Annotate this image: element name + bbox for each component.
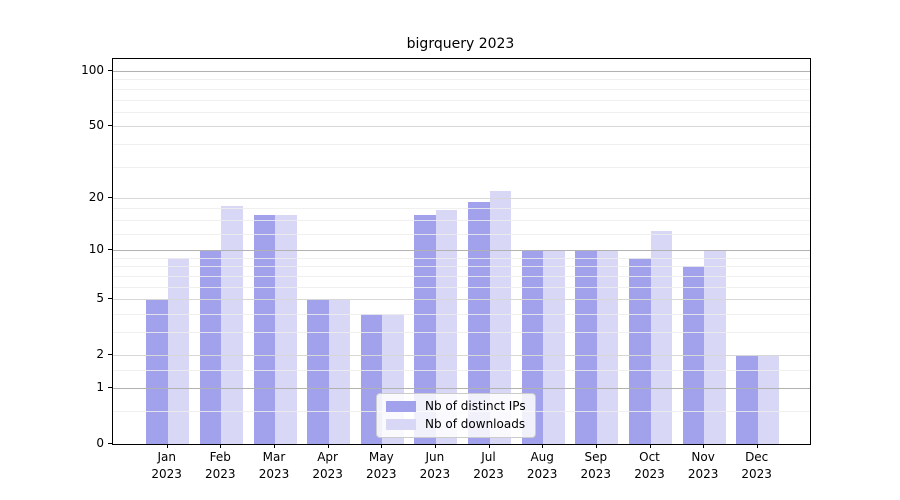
bar-downloads-aug xyxy=(543,250,565,444)
y-tick-mark xyxy=(108,443,112,444)
bar-downloads-jul xyxy=(489,191,511,444)
gridline xyxy=(113,219,810,221)
gridline xyxy=(113,299,810,301)
bar-downloads-mar xyxy=(275,215,297,444)
x-tick-mark xyxy=(166,444,168,448)
gridline xyxy=(113,286,810,288)
bar-distinct-ips-dec xyxy=(736,355,758,444)
bar-distinct-ips-apr xyxy=(307,299,329,444)
legend-swatch-downloads xyxy=(386,418,416,430)
x-tick-label-feb: Feb 2023 xyxy=(205,450,236,481)
bar-distinct-ips-jan xyxy=(146,299,168,444)
y-tick-mark xyxy=(108,70,112,71)
bar-downloads-feb xyxy=(221,206,243,444)
x-tick-mark xyxy=(542,444,544,448)
legend-swatch-distinct-ips xyxy=(386,400,416,412)
bar-downloads-oct xyxy=(650,231,672,444)
x-tick-mark xyxy=(381,444,383,448)
x-tick-label-jun: Jun 2023 xyxy=(419,450,451,481)
gridline xyxy=(113,71,810,72)
x-tick-label-dec: Dec 2023 xyxy=(741,450,772,481)
x-tick-label-mar: Mar 2023 xyxy=(258,450,290,481)
bar-downloads-nov xyxy=(704,250,726,444)
x-tick-label-aug: Aug 2023 xyxy=(526,450,558,481)
bar-downloads-sep xyxy=(596,250,619,444)
x-tick-label-nov: Nov 2023 xyxy=(687,450,719,481)
y-tick-label: 5 xyxy=(96,291,104,306)
x-tick-label-may: May 2023 xyxy=(366,450,397,481)
legend-item-distinct-ips: Nb of distinct IPs xyxy=(386,399,526,413)
legend: Nb of distinct IPs Nb of downloads xyxy=(376,393,536,438)
y-tick-mark xyxy=(108,354,112,356)
x-tick-mark xyxy=(703,444,705,448)
x-tick-label-jan: Jan 2023 xyxy=(151,450,182,481)
x-tick-mark xyxy=(756,444,758,448)
y-tick-label: 2 xyxy=(96,347,104,362)
gridline xyxy=(113,250,810,252)
gridline xyxy=(113,332,810,333)
gridline xyxy=(113,257,810,259)
y-tick-label: 0 xyxy=(96,436,104,450)
gridline xyxy=(113,88,810,90)
x-tick-label-apr: Apr 2023 xyxy=(312,450,343,481)
x-tick-mark xyxy=(220,444,222,448)
bar-distinct-ips-feb xyxy=(199,250,222,444)
legend-item-downloads: Nb of downloads xyxy=(386,417,526,431)
gridline xyxy=(113,126,810,128)
gridline xyxy=(113,79,810,81)
plot-area: Nb of distinct IPs Nb of downloads xyxy=(112,58,811,445)
gridline xyxy=(113,197,810,199)
y-tick-mark xyxy=(108,125,112,127)
y-tick-mark xyxy=(108,249,112,251)
gridline xyxy=(113,313,810,315)
gridline xyxy=(113,166,810,168)
gridline xyxy=(113,266,810,268)
y-tick-mark xyxy=(108,298,112,300)
y-tick-label: 10 xyxy=(88,242,104,257)
y-tick-mark xyxy=(108,196,112,198)
gridline xyxy=(113,233,810,235)
gridline xyxy=(113,208,810,210)
bar-distinct-ips-sep xyxy=(575,250,597,444)
bar-downloads-dec xyxy=(757,355,780,444)
chart-title: bigrquery 2023 xyxy=(406,36,515,52)
x-tick-mark xyxy=(434,444,436,448)
bar-distinct-ips-oct xyxy=(629,258,651,444)
bar-distinct-ips-jun xyxy=(414,215,436,444)
bar-distinct-ips-nov xyxy=(682,266,705,444)
bar-downloads-apr xyxy=(328,299,351,444)
x-tick-label-sep: Sep 2023 xyxy=(580,450,612,481)
x-tick-label-oct: Oct 2023 xyxy=(634,450,665,481)
y-tick-label: 100 xyxy=(81,63,104,77)
legend-label-distinct-ips: Nb of distinct IPs xyxy=(425,399,526,413)
legend-label-downloads: Nb of downloads xyxy=(425,417,526,431)
bar-downloads-jan xyxy=(167,258,190,444)
x-tick-mark xyxy=(274,444,275,448)
x-tick-mark xyxy=(488,444,490,448)
y-tick-label: 50 xyxy=(88,118,104,133)
bar-distinct-ips-mar xyxy=(253,215,275,444)
gridline xyxy=(113,99,810,101)
x-tick-mark xyxy=(649,444,651,448)
gridline xyxy=(113,355,810,357)
bar-distinct-ips-jul xyxy=(468,202,490,444)
gridline xyxy=(113,388,810,389)
x-tick-mark xyxy=(595,444,597,448)
gridline xyxy=(113,143,810,145)
gridline xyxy=(113,369,810,371)
gridline xyxy=(113,111,810,113)
bar-downloads-jun xyxy=(435,210,458,444)
x-tick-label-jul: Jul 2023 xyxy=(473,450,504,481)
x-tick-mark xyxy=(327,444,329,448)
y-tick-label: 20 xyxy=(88,189,104,204)
y-tick-label: 1 xyxy=(96,380,104,394)
gridline xyxy=(113,275,810,277)
y-tick-mark xyxy=(108,387,112,388)
